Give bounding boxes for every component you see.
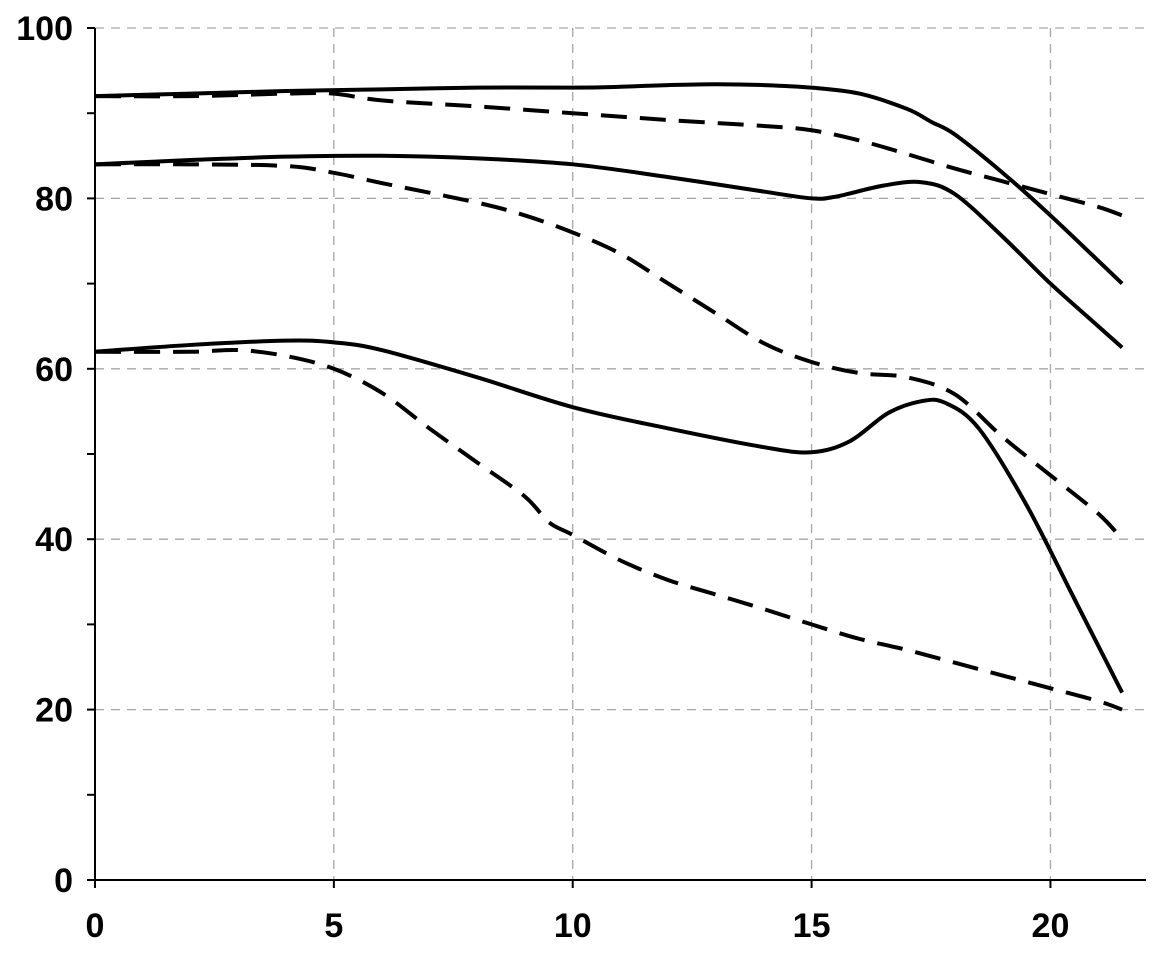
y-tick-label-40: 40 [35, 521, 73, 559]
x-tick-label-20: 20 [1032, 907, 1070, 945]
x-tick-label-10: 10 [554, 907, 592, 945]
y-tick-label-0: 0 [54, 862, 73, 900]
series-line-6-dashed [94, 347, 1123, 712]
grid-layer [95, 27, 1146, 880]
y-tick-label-100: 100 [16, 10, 73, 48]
series-line-1-solid [94, 82, 1124, 286]
series-line-2-dashed [94, 90, 1123, 218]
series-layer [94, 82, 1124, 712]
series-line-4-dashed [94, 162, 1124, 541]
y-tick-label-60: 60 [35, 351, 73, 389]
series-line-3-solid [94, 153, 1124, 349]
axis-layer [87, 27, 1146, 888]
x-tick-label-15: 15 [793, 907, 831, 945]
y-tick-label-20: 20 [35, 692, 73, 730]
y-tick-label-80: 80 [35, 180, 73, 218]
tick-label-layer: 0 20 40 60 80 100 0 5 10 15 20 [16, 10, 1069, 945]
series-line-5-solid [94, 338, 1124, 694]
x-tick-label-0: 0 [86, 907, 105, 945]
x-tick-label-5: 5 [324, 907, 343, 945]
